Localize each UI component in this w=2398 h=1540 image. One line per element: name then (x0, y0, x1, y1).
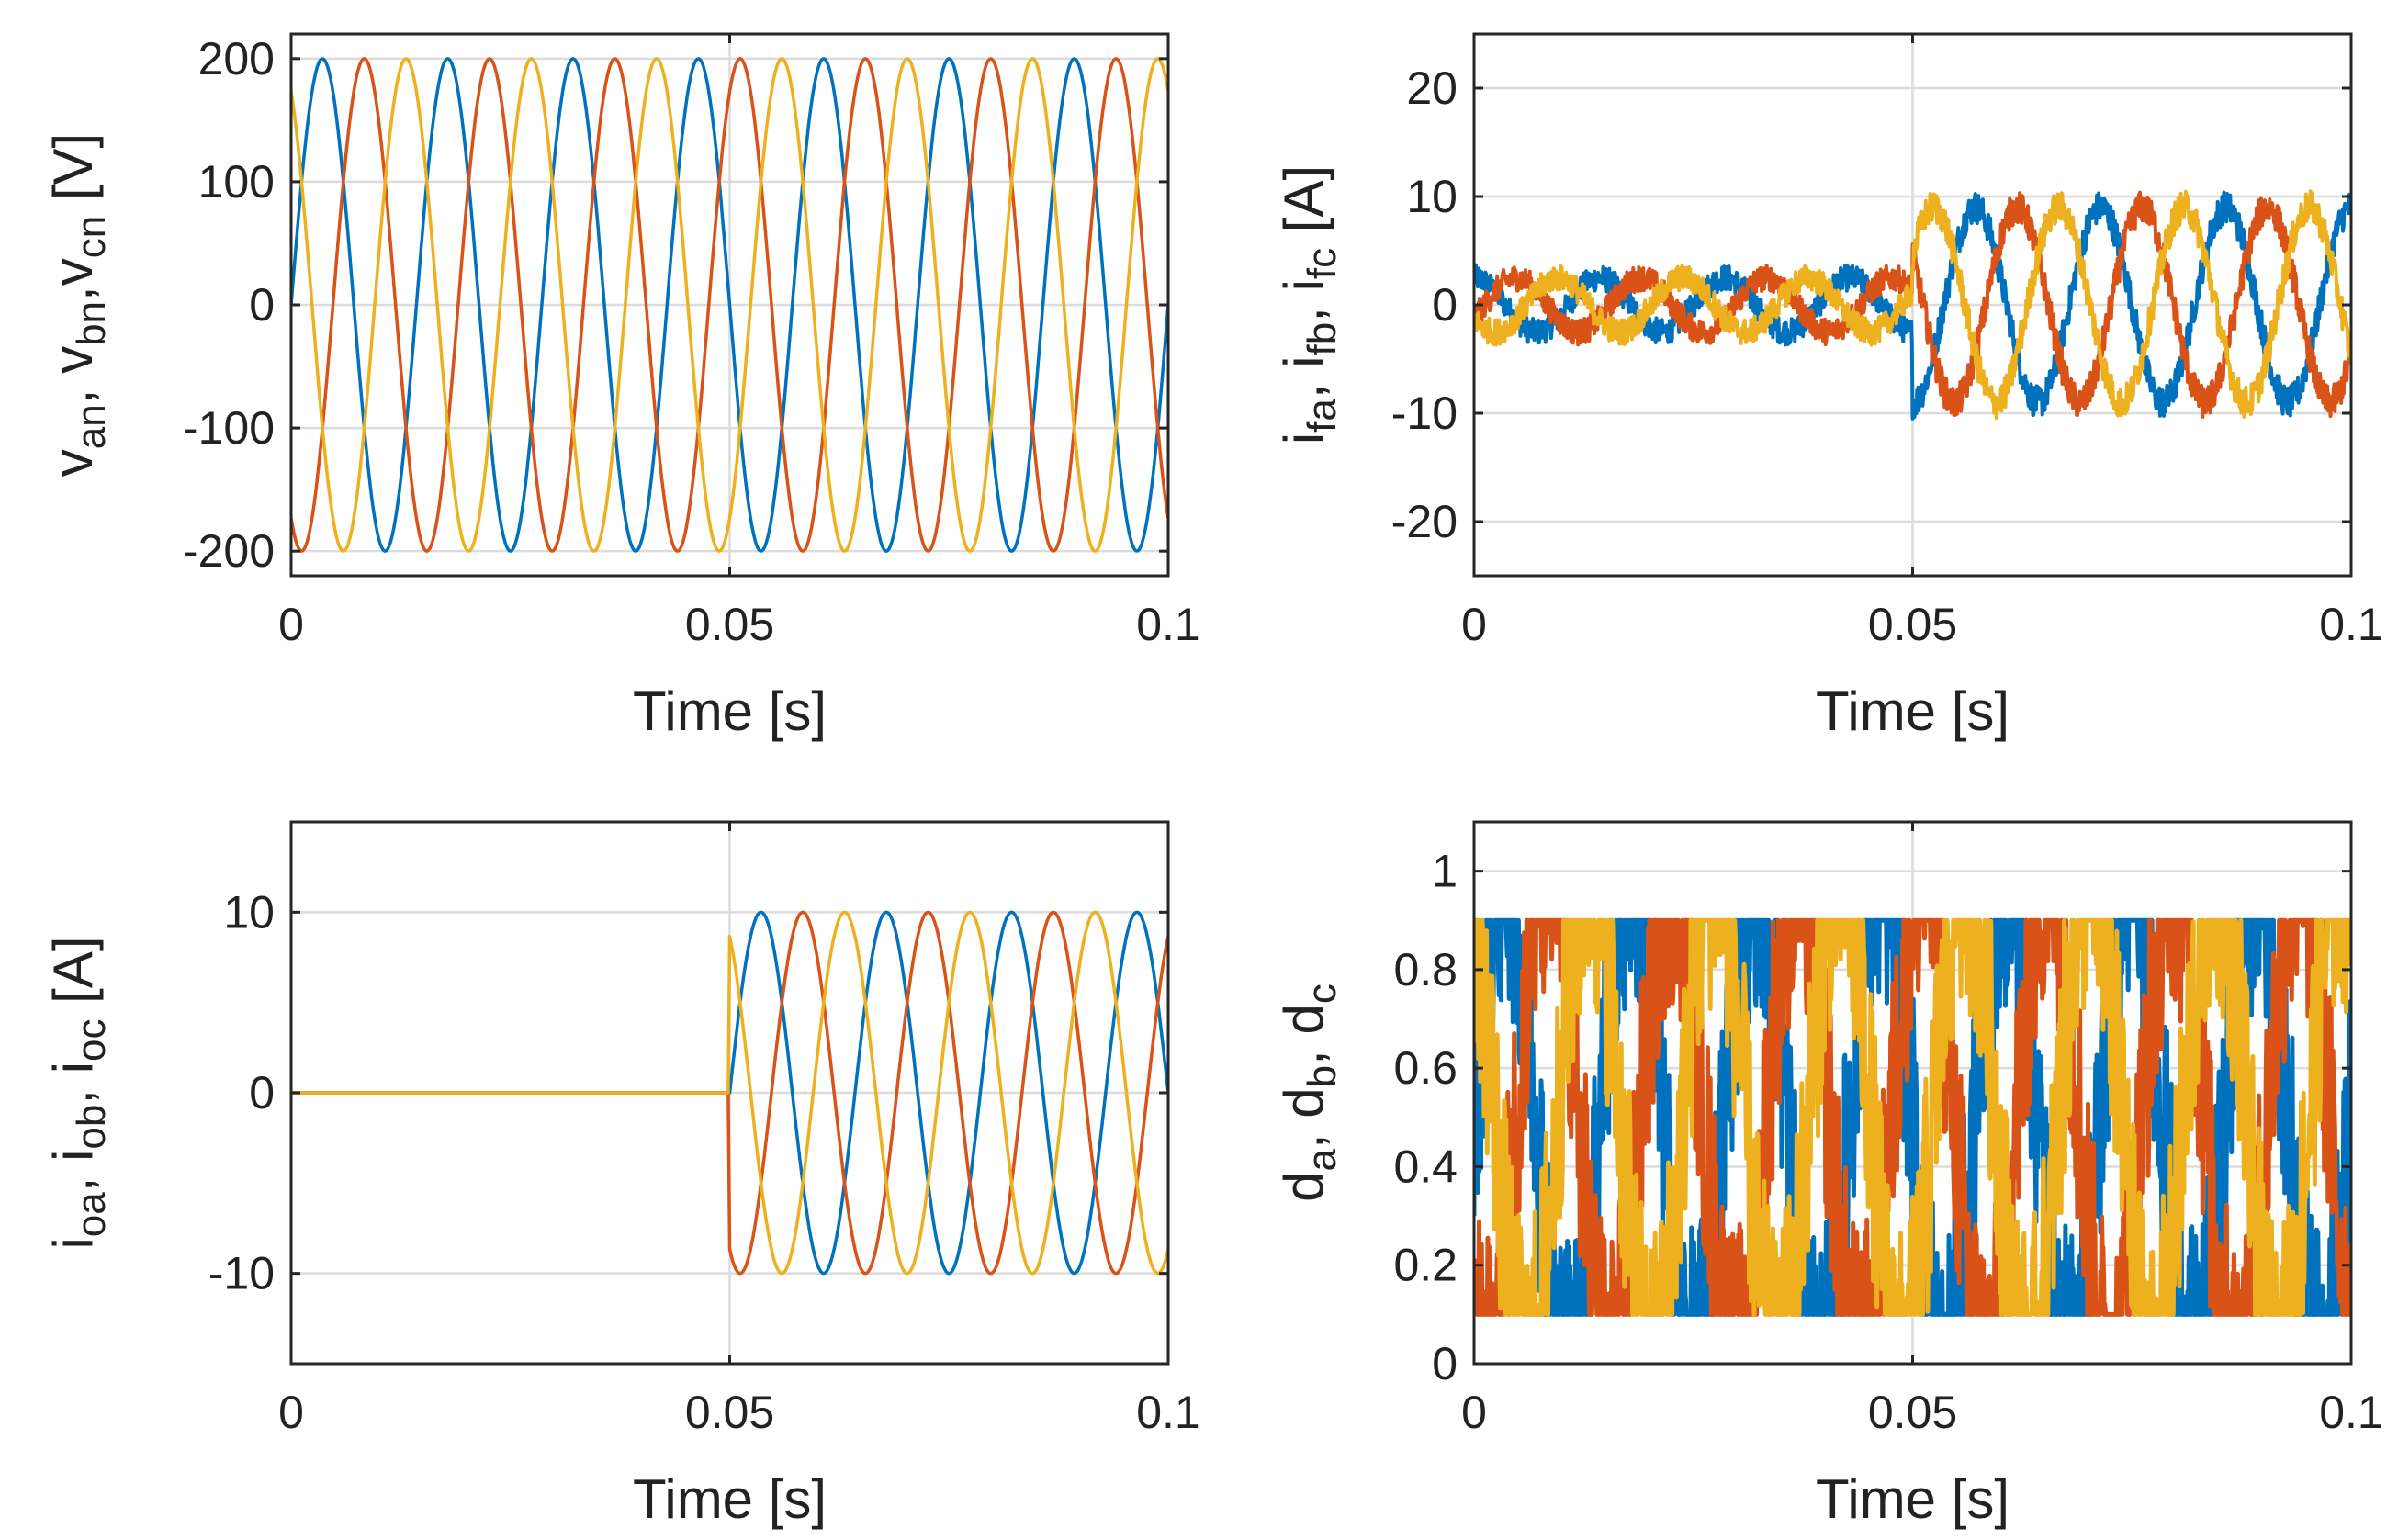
y-tick-label: -10 (208, 1248, 275, 1299)
x-tick-label: 0.05 (685, 1387, 774, 1438)
y-tick-label: 1 (1432, 846, 1458, 897)
y-tick-label: 10 (223, 886, 275, 938)
series-line-d_c (1474, 917, 2351, 1317)
y-tick-label: 0 (1432, 279, 1458, 331)
y-axis-label: ioa, iob, ioc [A] (42, 936, 114, 1249)
y-tick-label: -10 (1391, 388, 1458, 439)
y-tick-label: 10 (1406, 171, 1458, 222)
y-tick-label: 0 (1432, 1338, 1458, 1389)
y-tick-label: -200 (183, 525, 275, 577)
series-line-i_fc (1474, 189, 2351, 420)
panel-voltage: -200 -100 0 100 200 0 0.05 0.1 Time [s] van, vbn,… (42, 32, 1200, 742)
x-axis-label: Time [s] (1816, 680, 2010, 742)
x-axis-label: Time [s] (633, 680, 827, 742)
x-tick-label: 0 (278, 1387, 304, 1438)
series-line-d_a (1474, 917, 2351, 1317)
x-tick-label: 0.05 (1868, 599, 1957, 650)
y-tick-label: 0.8 (1393, 944, 1458, 995)
panel-duty_cycle: 0 0.2 0.4 0.6 0.8 1 0 0.05 0.1 Time [s] da, db, dc (1273, 820, 2383, 1530)
x-tick-label: 0.1 (1136, 599, 1200, 650)
y-tick-label: 0 (249, 279, 275, 331)
y-tick-label: -20 (1391, 496, 1458, 547)
panel-output_current: -10 0 10 0 0.05 0.1 Time [s] ioa, iob, ioc [A] (42, 820, 1200, 1530)
panel-filter_current: -20 -10 0 10 20 0 0.05 0.1 Time [s] ifa, ifb, ifc… (1273, 32, 2383, 742)
x-tick-label: 0.1 (1136, 1387, 1200, 1438)
y-tick-label: 20 (1406, 62, 1458, 114)
x-tick-label: 0.1 (2319, 1387, 2383, 1438)
x-tick-label: 0.05 (685, 599, 774, 650)
y-tick-label: -100 (183, 402, 275, 454)
y-tick-label: 0.4 (1393, 1141, 1458, 1192)
x-tick-label: 0.1 (2319, 599, 2383, 650)
y-axis-label: da, db, dc (1273, 984, 1345, 1202)
x-axis-label: Time [s] (633, 1468, 827, 1530)
series-line-v_bn (291, 57, 1168, 553)
x-tick-label: 0.05 (1868, 1387, 1957, 1438)
y-tick-label: 0 (249, 1067, 275, 1118)
x-axis-label: Time [s] (1816, 1468, 2010, 1530)
y-tick-label: 0.6 (1393, 1042, 1458, 1094)
x-tick-label: 0 (1461, 599, 1487, 650)
y-tick-label: 200 (198, 33, 275, 84)
y-tick-label: 100 (198, 156, 275, 208)
y-tick-label: 0.2 (1393, 1240, 1458, 1291)
series-line-i_oc (291, 910, 1168, 1276)
x-tick-label: 0 (278, 599, 304, 650)
y-axis-label: ifa, ifb, ifc [A] (1273, 165, 1345, 444)
x-tick-label: 0 (1461, 1387, 1487, 1438)
y-axis-label: van, vbn,vcn [V] (42, 133, 114, 477)
series-line-v_an (291, 57, 1168, 553)
series-line-v_cn (291, 57, 1168, 553)
